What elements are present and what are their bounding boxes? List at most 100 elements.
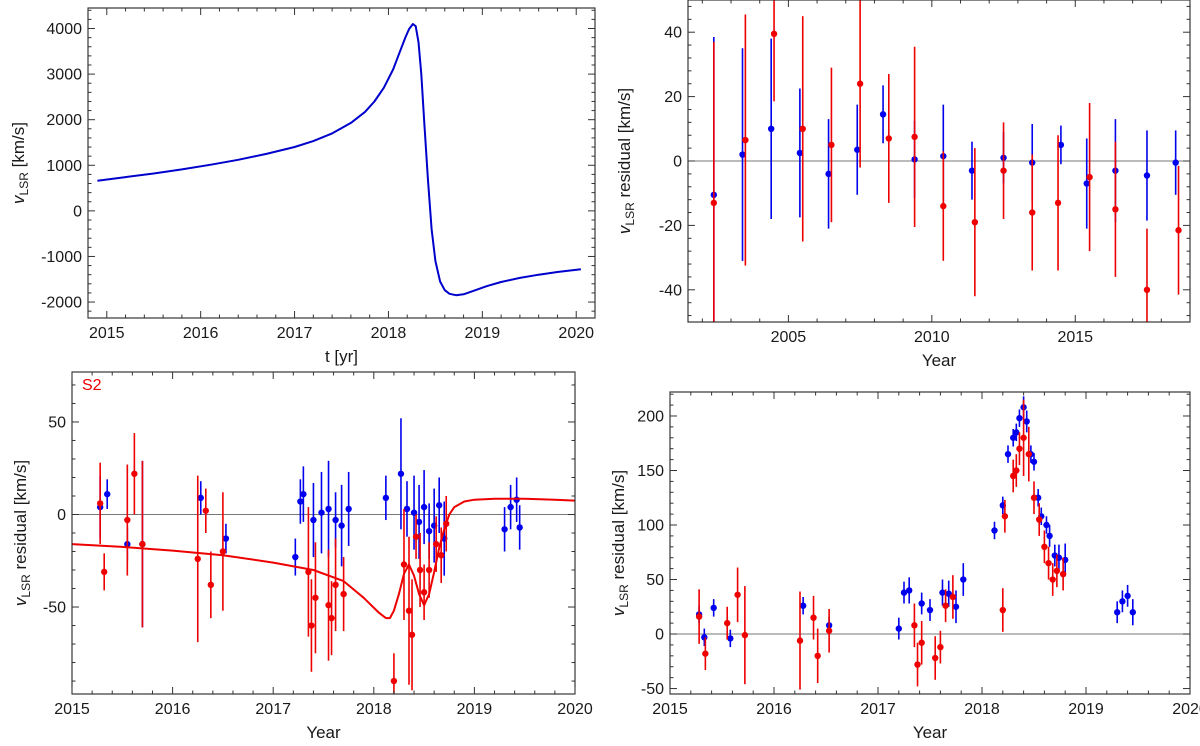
red-point (742, 136, 749, 144)
red-point (810, 614, 817, 621)
red-point (1175, 227, 1182, 234)
blue-point (1114, 609, 1121, 616)
y-label-subscript: LSR (19, 574, 33, 598)
blue-point (991, 527, 998, 534)
red-point (940, 202, 947, 210)
blue-point (799, 602, 807, 609)
blue-point (1143, 172, 1151, 179)
x-tick-label: 2018 (371, 325, 407, 342)
y-tick-label: 0 (655, 627, 664, 644)
red-point (405, 607, 413, 614)
red-point (332, 581, 339, 589)
red-point (340, 590, 347, 598)
blue-point (382, 494, 390, 502)
blue-point (968, 167, 976, 174)
red-point (194, 555, 201, 563)
blue-point (420, 503, 428, 511)
blue-point (1004, 450, 1012, 458)
blue-point (926, 606, 934, 614)
red-point (131, 470, 138, 477)
red-point (325, 601, 332, 609)
blue-point (796, 149, 804, 157)
y-axis-label: vLSR residual [km/s] (609, 470, 631, 616)
red-point (1010, 472, 1017, 480)
y-label-unit: [km/s] (9, 122, 28, 172)
panel-residuals-2002-2018: 2005 2010 2015 -40 -20 0 20 40 Year vLSR residual… (615, 0, 1191, 370)
red-point (1112, 206, 1119, 213)
red-point (825, 627, 833, 634)
red-point (911, 622, 918, 629)
blue-point (854, 146, 861, 153)
y-tick-label: 40 (664, 25, 682, 42)
data-layer (695, 396, 1137, 690)
blue-point (739, 151, 746, 158)
blue-point (310, 516, 317, 524)
x-tick-label: 2015 (54, 701, 90, 718)
red-point (1029, 209, 1036, 216)
x-tick-label: 2018 (356, 701, 392, 718)
blue-point (918, 600, 925, 607)
red-point (949, 593, 957, 601)
blue-point (1129, 609, 1137, 616)
x-tick-label: 2019 (457, 701, 493, 718)
plot-frame (71, 371, 576, 695)
y-tick-label: 20 (664, 89, 682, 106)
x-tick-label: 2015 (652, 701, 688, 718)
red-point (1086, 173, 1093, 181)
x-tick-label: 2005 (771, 329, 807, 346)
red-point (328, 614, 335, 622)
blue-point (825, 170, 832, 178)
red-point (937, 643, 944, 651)
red-point (999, 606, 1006, 614)
x-tick-label: 2016 (756, 701, 792, 718)
y-tick-label: 50 (646, 572, 664, 589)
y-axis-label: vLSR residual [km/s] (615, 88, 637, 234)
y-tick-label: 2000 (46, 112, 82, 129)
red-point (139, 540, 146, 548)
red-point (1054, 199, 1062, 207)
blue-point (710, 604, 717, 612)
red-point (911, 133, 918, 141)
red-point (1020, 434, 1027, 441)
red-point (814, 652, 821, 660)
y-label-symbol: v (615, 224, 634, 234)
blue-point (222, 535, 230, 542)
panel-s2-residuals: 2015 2016 2017 2018 2019 2020 -50 0 50 Year vLSR r… (11, 371, 593, 742)
x-axis-label: Year (922, 351, 957, 370)
x-axis-label: t [yr] (325, 347, 358, 366)
blue-point (701, 634, 708, 641)
y-label-subscript: LSR (617, 584, 631, 608)
red-point (1016, 445, 1023, 452)
red-point (312, 594, 319, 601)
x-tick-label: 2020 (558, 325, 594, 342)
y-tick-label: -50 (43, 600, 66, 617)
y-tick-label: 4000 (46, 21, 82, 38)
y-axis-label: vLSR residual [km/s] (11, 460, 33, 606)
red-point (1143, 286, 1151, 293)
y-label-symbol: v (11, 596, 30, 606)
blue-point (403, 505, 411, 513)
blue-point (516, 524, 523, 531)
red-point (1041, 543, 1048, 551)
red-point (856, 80, 864, 87)
series-line-S2-curve (72, 497, 575, 620)
red-point (124, 516, 131, 524)
blue-point (952, 603, 960, 610)
red-point (695, 613, 703, 620)
red-point (1000, 167, 1007, 174)
blue-point (507, 503, 514, 511)
red-point (202, 507, 209, 514)
blue-point (104, 490, 111, 498)
y-tick-label: -50 (641, 681, 664, 698)
red-point (1049, 576, 1056, 583)
blue-point (332, 516, 339, 524)
y-tick-label: -1000 (41, 249, 82, 266)
y-axis-label: vLSR [km/s] (9, 122, 31, 204)
y-tick-label: -2000 (41, 295, 82, 312)
red-point (702, 650, 709, 657)
plot-frame (669, 391, 1191, 695)
blue-point (1124, 592, 1131, 600)
blue-point (900, 589, 908, 596)
blue-point (197, 494, 204, 502)
y-tick-label: 200 (637, 408, 664, 425)
